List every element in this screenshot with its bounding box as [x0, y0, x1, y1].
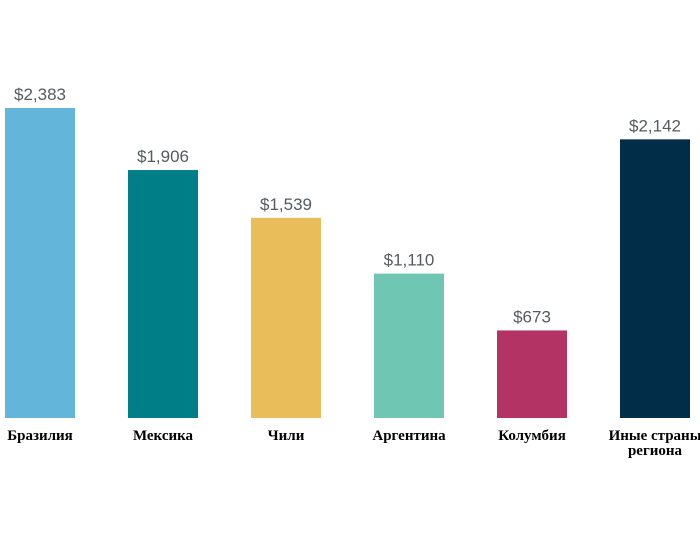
value-label-мексика: $1,906	[137, 147, 189, 166]
bar-иные-страны-региона	[620, 139, 690, 418]
bar-мексика	[128, 170, 198, 418]
bar-аргентина	[374, 273, 444, 418]
category-label-колумбия: Колумбия	[498, 428, 566, 444]
value-labels-group: $2,383 $1,906 $1,539 $1,110 $673 $2,142	[14, 85, 681, 326]
category-label-line: Колумбия	[498, 428, 566, 444]
category-label-иные-страны-региона: Иные страны региона	[609, 428, 700, 459]
category-labels-group: Бразилия Мексика Чили Аргентина Колумбия Иные…	[7, 428, 700, 459]
category-label-line: Бразилия	[7, 428, 73, 444]
value-label-чили: $1,539	[260, 195, 312, 214]
bars-group	[5, 108, 690, 418]
category-label-line: Иные страны	[609, 428, 700, 444]
category-label-аргентина: Аргентина	[372, 428, 446, 444]
value-label-аргентина: $1,110	[384, 251, 435, 270]
bar-бразилия	[5, 108, 75, 418]
bar-колумбия	[497, 330, 567, 418]
category-label-line: Мексика	[133, 428, 194, 444]
value-label-иные-страны-региона: $2,142	[629, 116, 681, 135]
category-label-line: Аргентина	[372, 428, 446, 444]
bar-чили	[251, 217, 321, 418]
value-label-бразилия: $2,383	[14, 85, 66, 104]
value-label-колумбия: $673	[513, 307, 551, 326]
category-label-чили: Чили	[268, 428, 305, 444]
category-label-бразилия: Бразилия	[7, 428, 73, 444]
category-label-мексика: Мексика	[133, 428, 194, 444]
category-label-line: региона	[628, 443, 683, 459]
category-label-line: Чили	[268, 428, 305, 444]
